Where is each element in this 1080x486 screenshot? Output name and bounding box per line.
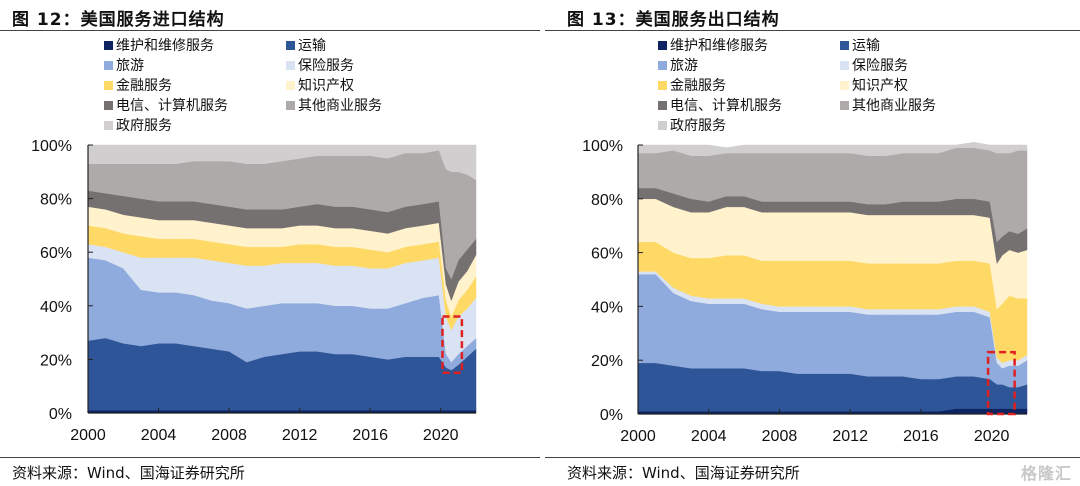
legend-swatch <box>840 61 849 70</box>
x-tick-label: 2004 <box>141 427 177 444</box>
chart-panel-imports: 图 12：美国服务进口结构 维护和维修服务 运输旅游 保险服务金融服务 知识产权电信、… <box>0 10 540 482</box>
figure-title: 图 13：美国服务出口结构 <box>567 10 780 30</box>
legend-label: 其他商业服务 <box>852 98 936 114</box>
x-tick-label: 2004 <box>691 428 727 445</box>
y-tick-label: 0% <box>49 406 72 423</box>
y-tick-label: 80% <box>591 192 623 209</box>
legend-item: 运输 <box>840 36 880 56</box>
legend-item: 其他商业服务 <box>286 96 382 116</box>
x-tick-label: 2000 <box>620 428 656 445</box>
legend-swatch <box>658 81 667 90</box>
legend-item: 保险服务 <box>286 56 354 76</box>
area-series-9 <box>87 144 477 181</box>
legend-swatch <box>658 61 667 70</box>
legend-item: 金融服务 <box>104 76 172 96</box>
legend-item: 知识产权 <box>840 76 908 96</box>
y-tick-label: 60% <box>591 246 623 263</box>
legend-label: 运输 <box>852 38 880 54</box>
y-tick-label: 100% <box>31 138 72 155</box>
legend-swatch <box>104 101 113 110</box>
title-divider <box>545 30 1080 31</box>
area-series-9 <box>637 142 1028 157</box>
x-tick-label: 2012 <box>282 427 318 444</box>
source-divider <box>545 457 1080 458</box>
legend-swatch <box>658 101 667 110</box>
legend-label: 保险服务 <box>298 58 354 74</box>
legend-label: 保险服务 <box>852 58 908 74</box>
legend-label: 运输 <box>298 38 326 54</box>
legend-item: 维护和维修服务 <box>658 36 768 56</box>
legend-item: 电信、计算机服务 <box>658 96 782 116</box>
legend-item: 保险服务 <box>840 56 908 76</box>
x-tick-label: 2016 <box>352 427 388 444</box>
legend-swatch <box>286 101 295 110</box>
legend-item: 电信、计算机服务 <box>104 96 228 116</box>
legend-label: 政府服务 <box>670 118 726 134</box>
legend-swatch <box>286 41 295 50</box>
legend-item: 其他商业服务 <box>840 96 936 116</box>
legend-label: 旅游 <box>116 58 144 74</box>
legend-swatch <box>286 61 295 70</box>
legend-swatch <box>104 41 113 50</box>
figure-title: 图 12：美国服务进口结构 <box>12 10 225 30</box>
legend-label: 维护和维修服务 <box>116 38 214 54</box>
legend-swatch <box>840 41 849 50</box>
legend-label: 知识产权 <box>852 78 908 94</box>
stacked-area-chart: 0% 20% 40% 60% 80% 100% 2000 2004 2008 2012 2016 20… <box>582 138 1028 445</box>
legend-swatch <box>104 61 113 70</box>
y-tick-label: 20% <box>40 352 72 369</box>
x-tick-label: 2008 <box>211 427 247 444</box>
legend-swatch <box>104 81 113 90</box>
x-tick-label: 2012 <box>832 428 868 445</box>
legend-swatch <box>658 41 667 50</box>
y-tick-label: 100% <box>582 138 623 155</box>
title-divider <box>0 30 540 31</box>
legend-item: 政府服务 <box>658 116 726 136</box>
chart-panel-exports: 图 13：美国服务出口结构 维护和维修服务 运输旅游 保险服务金融服务 知识产权电信、… <box>545 0 1080 486</box>
legend-swatch <box>658 121 667 130</box>
y-tick-label: 20% <box>591 353 623 370</box>
y-tick-label: 40% <box>40 299 72 316</box>
legend-label: 电信、计算机服务 <box>116 98 228 114</box>
legend-label: 知识产权 <box>298 78 354 94</box>
highlight-box <box>441 315 464 375</box>
y-tick-label: 80% <box>40 192 72 209</box>
legend-item: 维护和维修服务 <box>104 36 214 56</box>
x-tick-label: 2020 <box>974 428 1010 445</box>
y-tick-label: 60% <box>40 245 72 262</box>
legend-swatch <box>840 81 849 90</box>
source-note: 资料来源：Wind、国海证券研究所 <box>12 464 245 482</box>
highlight-box <box>986 350 1016 416</box>
legend-label: 维护和维修服务 <box>670 38 768 54</box>
legend-swatch <box>104 121 113 130</box>
y-tick-label: 40% <box>591 299 623 316</box>
legend-label: 金融服务 <box>116 78 172 94</box>
legend-item: 知识产权 <box>286 76 354 96</box>
legend-label: 旅游 <box>670 58 698 74</box>
x-tick-label: 2008 <box>762 428 798 445</box>
x-tick-label: 2000 <box>70 427 106 444</box>
legend-label: 政府服务 <box>116 118 172 134</box>
legend-item: 旅游 <box>658 56 698 76</box>
legend-swatch <box>840 101 849 110</box>
legend-label: 金融服务 <box>670 78 726 94</box>
legend-item: 旅游 <box>104 56 144 76</box>
legend-item: 运输 <box>286 36 326 56</box>
stacked-area-chart: 0% 20% 40% 60% 80% 100% 2000 2004 2008 2012 2016 20… <box>31 138 477 444</box>
watermark-logo: 格隆汇 <box>1020 464 1072 483</box>
legend-label: 其他商业服务 <box>298 98 382 114</box>
source-note: 资料来源：Wind、国海证券研究所 <box>567 464 800 482</box>
y-tick-label: 0% <box>600 407 623 424</box>
legend-swatch <box>286 81 295 90</box>
x-tick-label: 2016 <box>903 428 939 445</box>
legend-label: 电信、计算机服务 <box>670 98 782 114</box>
legend-item: 金融服务 <box>658 76 726 96</box>
source-divider <box>0 457 540 458</box>
x-tick-label: 2020 <box>423 427 459 444</box>
legend-item: 政府服务 <box>104 116 172 136</box>
